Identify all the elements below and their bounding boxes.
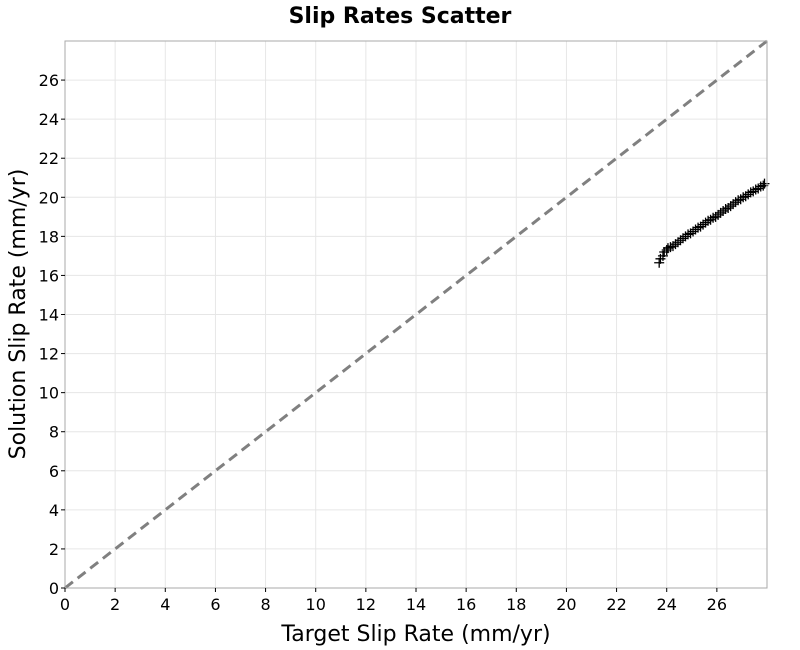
y-tick-label: 18: [39, 227, 59, 246]
data-point: [748, 186, 759, 197]
y-tick-label: 16: [39, 266, 59, 285]
data-point: [728, 199, 739, 210]
data-point: [735, 194, 746, 205]
x-axis-label: Target Slip Rate (mm/yr): [280, 622, 550, 647]
data-point: [733, 195, 744, 206]
y-tick-label: 26: [39, 71, 59, 90]
data-point: [759, 178, 770, 189]
y-tick-label: 4: [49, 501, 59, 520]
data-point: [753, 183, 764, 194]
y-tick-label: 2: [49, 540, 59, 559]
data-point: [690, 224, 701, 235]
x-tick-label: 0: [60, 595, 70, 614]
data-point: [713, 209, 724, 220]
y-tick-label: 22: [39, 149, 59, 168]
x-tick-label: 8: [260, 595, 270, 614]
data-point: [667, 241, 678, 252]
data-point: [705, 214, 716, 225]
data-point: [670, 239, 681, 250]
x-tick-label: 18: [506, 595, 526, 614]
grid: [64, 41, 767, 589]
data-points: [654, 178, 770, 268]
data-point: [720, 204, 731, 215]
data-point: [750, 184, 761, 195]
data-point: [703, 215, 714, 226]
y-tick-label: 24: [39, 110, 59, 129]
y-axis-label: Solution Slip Rate (mm/yr): [6, 169, 31, 460]
data-point: [745, 187, 756, 198]
data-point: [665, 242, 676, 253]
data-point: [715, 207, 726, 218]
data-point: [740, 191, 751, 202]
x-tick-label: 14: [406, 595, 426, 614]
data-point: [708, 212, 719, 223]
x-tick-label: 16: [456, 595, 476, 614]
y-tick-label: 10: [39, 384, 59, 403]
data-point: [730, 197, 741, 208]
y-tick-label: 8: [49, 423, 59, 442]
x-tick-label: 12: [356, 595, 376, 614]
data-point: [688, 226, 699, 237]
data-point: [725, 201, 736, 212]
data-point: [685, 228, 696, 239]
data-point: [678, 233, 689, 244]
data-point: [718, 205, 729, 216]
x-tick-label: 6: [210, 595, 220, 614]
data-point: [683, 229, 694, 240]
data-point: [672, 237, 683, 248]
y-tick-label: 20: [39, 188, 59, 207]
x-tick-label: 10: [306, 595, 326, 614]
data-point: [693, 222, 704, 233]
x-tick-label: 26: [707, 595, 727, 614]
x-tick-label: 4: [160, 595, 170, 614]
reference-line: [64, 39, 768, 590]
data-point: [723, 203, 734, 214]
data-point: [700, 217, 711, 228]
y-tick-label: 12: [39, 345, 59, 364]
data-point: [680, 231, 691, 242]
y-tick-label: 14: [39, 306, 59, 325]
y-tick-label: 0: [49, 579, 59, 598]
x-axis-ticks: 0 2 4 6 8 10 12 14 16 18 20 22 24 26: [60, 588, 727, 614]
data-point: [743, 189, 754, 200]
data-point: [698, 219, 709, 230]
x-tick-label: 22: [606, 595, 626, 614]
y-tick-label: 6: [49, 462, 59, 481]
data-point: [738, 192, 749, 203]
x-tick-label: 20: [556, 595, 576, 614]
data-point: [675, 235, 686, 246]
data-point: [710, 211, 721, 222]
data-point: [662, 243, 673, 254]
x-tick-label: 24: [657, 595, 677, 614]
x-tick-label: 2: [110, 595, 120, 614]
data-point: [695, 221, 706, 232]
chart-title: Slip Rates Scatter: [289, 4, 512, 29]
